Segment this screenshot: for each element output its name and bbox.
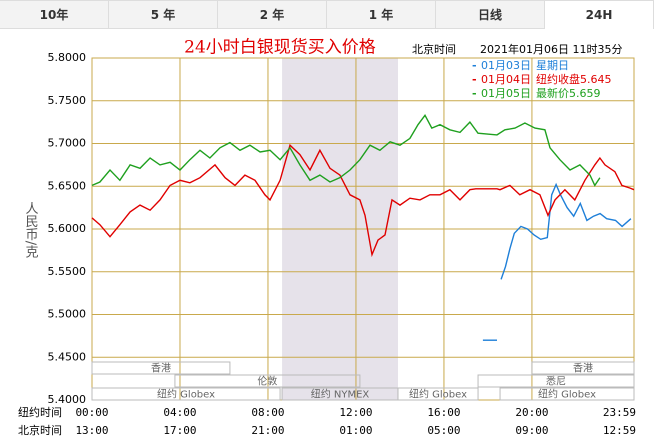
legend-swatch: - xyxy=(472,59,477,72)
y-tick-label: 5.7000 xyxy=(48,137,87,150)
time-value: 2021年01月06日 11时35分 xyxy=(480,42,622,56)
legend-name: 01月03日 xyxy=(481,59,531,72)
x-tick-label: 04:00 xyxy=(163,406,196,419)
x-row-name: 北京时间 xyxy=(18,423,62,437)
x-tick-label: 00:00 xyxy=(75,406,108,419)
y-tick-label: 5.5000 xyxy=(48,308,87,321)
tab[interactable]: 24H xyxy=(545,0,654,29)
y-axis-label: 人民币/克 xyxy=(23,202,39,260)
x-tick-label-2: 13:00 xyxy=(75,424,108,437)
x-tick-label: 16:00 xyxy=(427,406,460,419)
legend-swatch: - xyxy=(472,87,477,100)
legend-note: 纽约收盘5.645 xyxy=(536,72,612,86)
session-box xyxy=(477,374,635,388)
y-tick-label: 5.5500 xyxy=(48,265,87,278)
x-tick-label: 12:00 xyxy=(339,406,372,419)
session-label: 香港 xyxy=(573,363,593,375)
legend-name: 01月05日 xyxy=(481,87,531,100)
tab[interactable]: 2 年 xyxy=(218,0,327,29)
x-tick-label-2: 09:00 xyxy=(515,424,548,437)
session-label: 伦敦 xyxy=(257,375,277,388)
session-label: 纽约 NYMEX xyxy=(311,388,370,401)
y-tick-label: 5.8000 xyxy=(48,51,87,64)
x-tick-label: 23:59 xyxy=(603,406,636,419)
session-box xyxy=(91,387,281,401)
legend-swatch: - xyxy=(472,73,477,86)
tab[interactable]: 10年 xyxy=(0,0,109,29)
session-label: 悉尼 xyxy=(546,376,566,388)
session-box xyxy=(397,387,479,401)
x-tick-label-2: 21:00 xyxy=(251,424,284,437)
x-row-name: 纽约时间 xyxy=(18,405,62,419)
x-tick-label: 08:00 xyxy=(251,406,284,419)
session-box xyxy=(91,361,231,375)
x-tick-label: 20:00 xyxy=(515,406,548,419)
series-line xyxy=(91,143,635,258)
legend-note: 星期日 xyxy=(536,59,569,72)
y-tick-label: 5.7500 xyxy=(48,94,87,107)
y-tick-label: 5.4500 xyxy=(48,350,87,363)
x-tick-label-2: 17:00 xyxy=(163,424,196,437)
session-box xyxy=(531,361,635,375)
tab[interactable]: 5 年 xyxy=(109,0,218,29)
legend-name: 01月04日 xyxy=(481,73,531,86)
y-tick-label: 5.6000 xyxy=(48,222,87,235)
legend-note: 最新价5.659 xyxy=(536,86,601,100)
session-box xyxy=(174,374,361,388)
session-label: 纽约 Globex xyxy=(409,388,467,401)
session-box xyxy=(499,387,635,401)
session-label: 纽约 Globex xyxy=(157,388,215,401)
session-label: 纽约 Globex xyxy=(538,388,596,401)
y-tick-label: 5.4000 xyxy=(48,393,87,406)
session-label: 香港 xyxy=(151,363,171,375)
time-label: 北京时间 xyxy=(412,42,456,56)
x-tick-label-2: 01:00 xyxy=(339,424,372,437)
series-line xyxy=(500,182,632,280)
x-tick-label-2: 12:59 xyxy=(603,424,636,437)
chart-title: 24小时白银现货买入价格 xyxy=(184,38,376,58)
y-tick-label: 5.6500 xyxy=(48,179,87,192)
series-line xyxy=(91,113,601,187)
tab[interactable]: 日线 xyxy=(436,0,545,29)
tab[interactable]: 1 年 xyxy=(327,0,436,29)
x-tick-label-2: 05:00 xyxy=(427,424,460,437)
